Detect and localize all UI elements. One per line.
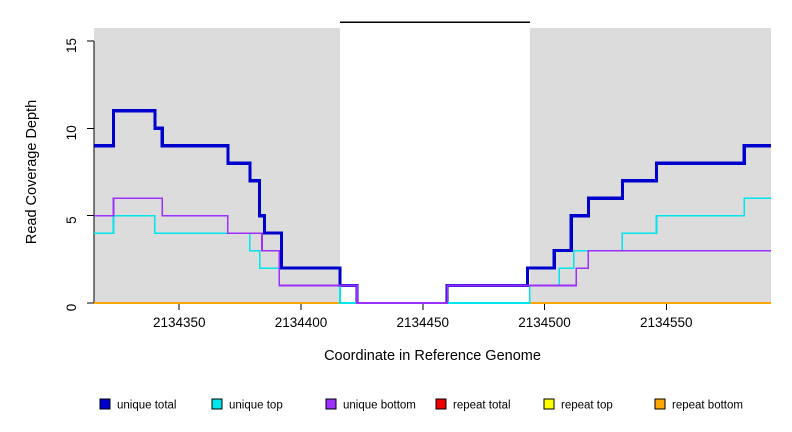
legend-item-repeat-top: repeat top [543, 398, 613, 412]
legend-label-unique-total: unique total [117, 400, 176, 412]
y-tick-label-15: 15 [64, 38, 79, 53]
y-tick-label-5: 5 [64, 216, 79, 224]
legend-item-unique-top: unique top [211, 398, 283, 412]
x-tick-label-2134350: 2134350 [153, 315, 206, 330]
legend-label-repeat-top: repeat top [561, 400, 613, 412]
legend-label-unique-bottom: unique bottom [343, 400, 416, 412]
legend-label-repeat-total: repeat total [453, 400, 511, 412]
legend-item-unique-bottom: unique bottom [325, 398, 416, 412]
y-tick-label-0: 0 [64, 304, 79, 312]
legend-item-unique-total: unique total [99, 398, 176, 412]
shaded-band-0 [94, 28, 340, 303]
legend-item-repeat-total: repeat total [435, 398, 511, 412]
legend-swatch-repeat-top [543, 398, 555, 410]
x-tick-label-2134450: 2134450 [396, 315, 449, 330]
legend-swatch-unique-bottom [325, 398, 337, 410]
series-line-unique-total [94, 109, 359, 303]
series-line-unique-total-seg1 [445, 144, 771, 303]
x-tick-label-2134400: 2134400 [275, 315, 328, 330]
y-axis-title: Read Coverage Depth [24, 100, 40, 244]
legend-swatch-unique-top [211, 398, 223, 410]
legend-label-repeat-bottom: repeat bottom [672, 400, 743, 412]
shaded-band-1 [529, 28, 771, 303]
x-tick-label-2134550: 2134550 [640, 315, 693, 330]
series-line-unique-bottom [94, 197, 771, 304]
x-tick-label-2134500: 2134500 [518, 315, 571, 330]
legend-swatch-unique-total [99, 398, 111, 410]
legend-swatch-repeat-bottom [654, 398, 666, 410]
legend-item-repeat-bottom: repeat bottom [654, 398, 743, 412]
legend-swatch-repeat-total [435, 398, 447, 410]
y-tick-label-10: 10 [64, 125, 79, 140]
legend-label-unique-top: unique top [229, 400, 283, 412]
x-axis-title: Coordinate in Reference Genome [324, 348, 541, 364]
